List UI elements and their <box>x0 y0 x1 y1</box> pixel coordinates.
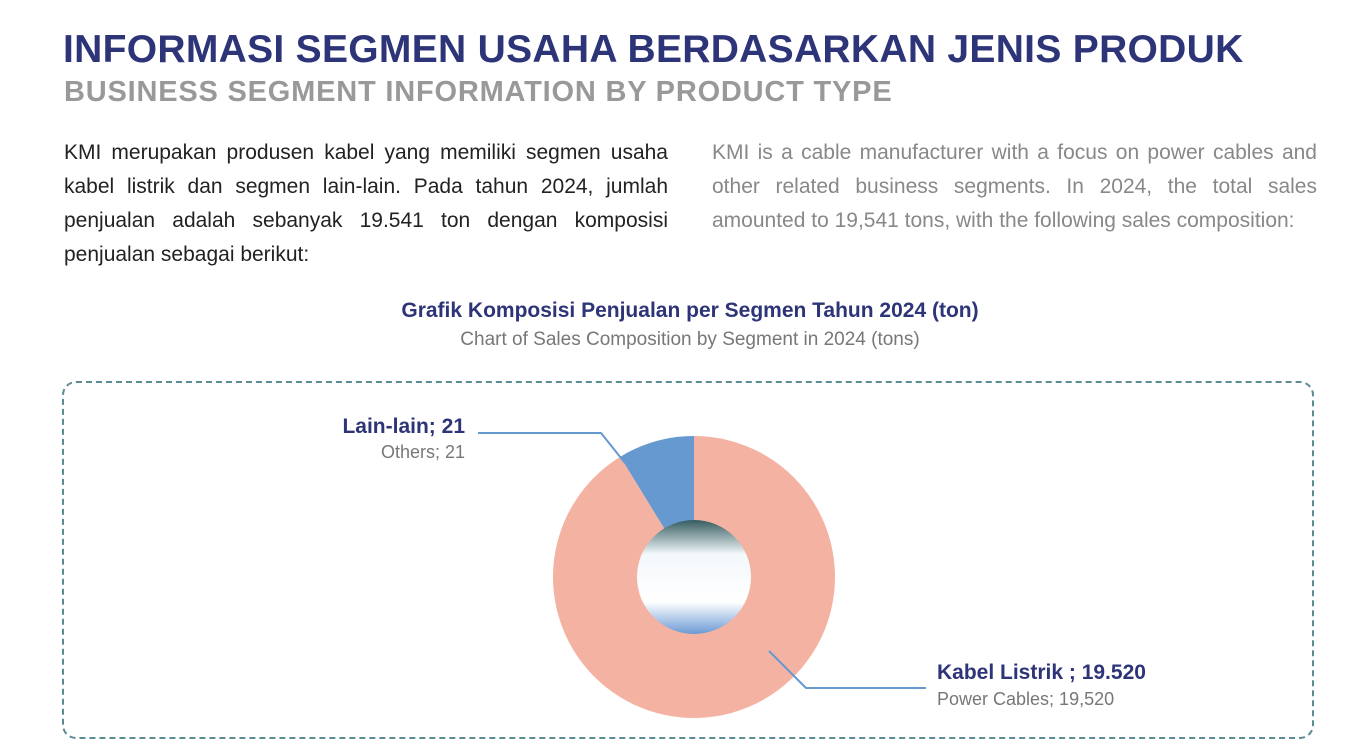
data-sublabel-kabel-listrik: Power Cables; 19,520 <box>937 689 1114 709</box>
page-title: INFORMASI SEGMEN USAHA BERDASARKAN JENIS… <box>63 28 1244 71</box>
page-subtitle: BUSINESS SEGMENT INFORMATION BY PRODUCT … <box>64 76 893 108</box>
intro-paragraph-en: KMI is a cable manufacturer with a focus… <box>712 141 1317 232</box>
chart-title: Grafik Komposisi Penjualan per Segmen Ta… <box>401 299 979 322</box>
data-label-kabel-listrik: Kabel Listrik ; 19.520 <box>937 661 1146 684</box>
data-sublabel-lain-lain: Others; 21 <box>381 442 465 462</box>
donut-hole <box>637 520 751 634</box>
intro-paragraph-id: KMI merupakan produsen kabel yang memili… <box>64 141 668 266</box>
data-label-lain-lain: Lain-lain; 21 <box>342 415 465 438</box>
leader-line-lain-lain <box>478 432 626 464</box>
leader-line-kabel-listrik <box>768 650 926 689</box>
chart-frame <box>62 381 1314 739</box>
chart-subtitle: Chart of Sales Composition by Segment in… <box>460 329 920 350</box>
